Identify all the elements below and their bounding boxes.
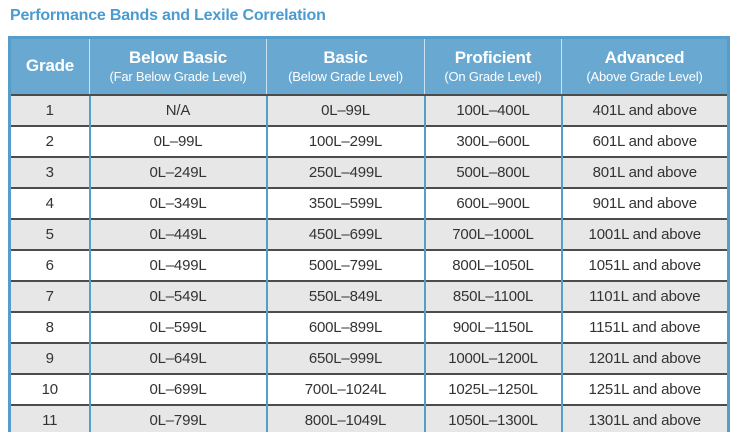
table-row-grade-3: 3 0L–249L 250L–499L 500L–800L 801L and above xyxy=(9,155,729,188)
column-header-label: Proficient xyxy=(454,47,532,67)
grade-cell: 10 xyxy=(9,372,90,405)
lexile-range-cell: 0L–99L xyxy=(265,93,425,126)
lexile-range-cell: 401L and above xyxy=(560,93,729,126)
grade-cell: 9 xyxy=(9,341,90,374)
lexile-range-cell: N/A xyxy=(88,93,267,126)
lexile-range-cell: 1201L and above xyxy=(560,341,729,374)
grade-cell: 11 xyxy=(9,403,90,432)
lexile-range-cell: 0L–449L xyxy=(88,217,267,250)
table-header: Grade Below Basic (Far Below Grade Level) B… xyxy=(9,37,729,95)
lexile-range-cell: 0L–499L xyxy=(88,248,267,281)
lexile-range-cell: 1101L and above xyxy=(560,279,729,312)
lexile-range-cell: 901L and above xyxy=(560,186,729,219)
lexile-range-cell: 250L–499L xyxy=(265,155,425,188)
table-row-grade-5: 5 0L–449L 450L–699L 700L–1000L 1001L and abo… xyxy=(9,217,729,250)
column-header-sublabel: (Below Grade Level) xyxy=(288,69,403,85)
lexile-range-cell: 601L and above xyxy=(560,124,729,157)
table-row-grade-11: 11 0L–799L 800L–1049L 1050L–1300L 1301L and … xyxy=(9,403,729,432)
lexile-range-cell: 300L–600L xyxy=(423,124,562,157)
column-header-label: Advanced xyxy=(604,47,685,67)
lexile-range-cell: 1000L–1200L xyxy=(423,341,562,374)
lexile-range-cell: 700L–1024L xyxy=(265,372,425,405)
lexile-range-cell: 600L–900L xyxy=(423,186,562,219)
lexile-range-cell: 1025L–1250L xyxy=(423,372,562,405)
grade-cell: 3 xyxy=(9,155,90,188)
column-header-below-basic: Below Basic (Far Below Grade Level) xyxy=(89,37,267,95)
lexile-range-cell: 1301L and above xyxy=(560,403,729,432)
column-header-label: Basic xyxy=(323,47,368,67)
grade-cell: 1 xyxy=(9,93,90,126)
lexile-range-cell: 550L–849L xyxy=(265,279,425,312)
grade-cell: 4 xyxy=(9,186,90,219)
column-header-grade: Grade xyxy=(9,37,90,95)
lexile-range-cell: 900L–1150L xyxy=(423,310,562,343)
lexile-range-cell: 0L–99L xyxy=(88,124,267,157)
table-row-grade-4: 4 0L–349L 350L–599L 600L–900L 901L and above xyxy=(9,186,729,219)
lexile-range-cell: 100L–400L xyxy=(423,93,562,126)
lexile-range-cell: 800L–1050L xyxy=(423,248,562,281)
lexile-range-cell: 1050L–1300L xyxy=(423,403,562,432)
column-header-sublabel: (Far Below Grade Level) xyxy=(109,69,247,85)
lexile-range-cell: 1001L and above xyxy=(560,217,729,250)
lexile-range-cell: 800L–1049L xyxy=(265,403,425,432)
lexile-range-cell: 100L–299L xyxy=(265,124,425,157)
lexile-range-cell: 1051L and above xyxy=(560,248,729,281)
lexile-range-cell: 0L–249L xyxy=(88,155,267,188)
lexile-range-cell: 0L–599L xyxy=(88,310,267,343)
lexile-range-cell: 1151L and above xyxy=(560,310,729,343)
column-header-label: Below Basic xyxy=(129,47,227,67)
column-header-label: Grade xyxy=(25,56,75,76)
lexile-range-cell: 0L–699L xyxy=(88,372,267,405)
table-row-grade-10: 10 0L–699L 700L–1024L 1025L–1250L 1251L and … xyxy=(9,372,729,405)
lexile-range-cell: 0L–649L xyxy=(88,341,267,374)
table-row-grade-6: 6 0L–499L 500L–799L 800L–1050L 1051L and abo… xyxy=(9,248,729,281)
lexile-range-cell: 500L–799L xyxy=(265,248,425,281)
grade-cell: 5 xyxy=(9,217,90,250)
lexile-range-cell: 650L–999L xyxy=(265,341,425,374)
lexile-range-cell: 350L–599L xyxy=(265,186,425,219)
table-body: 1 N/A 0L–99L 100L–400L 401L and above 2 0L–99L… xyxy=(9,93,729,432)
grade-cell: 6 xyxy=(9,248,90,281)
lexile-correlation-table: Grade Below Basic (Far Below Grade Level) B… xyxy=(8,36,730,432)
lexile-range-cell: 850L–1100L xyxy=(423,279,562,312)
table-row-grade-9: 9 0L–649L 650L–999L 1000L–1200L 1201L and ab… xyxy=(9,341,729,374)
lexile-range-cell: 0L–349L xyxy=(88,186,267,219)
column-header-basic: Basic (Below Grade Level) xyxy=(266,37,425,95)
column-header-sublabel: (On Grade Level) xyxy=(444,69,542,85)
lexile-range-cell: 1251L and above xyxy=(560,372,729,405)
grade-cell: 2 xyxy=(9,124,90,157)
lexile-range-cell: 0L–549L xyxy=(88,279,267,312)
lexile-range-cell: 600L–899L xyxy=(265,310,425,343)
column-header-proficient: Proficient (On Grade Level) xyxy=(424,37,562,95)
lexile-range-cell: 801L and above xyxy=(560,155,729,188)
header-row: Grade Below Basic (Far Below Grade Level) B… xyxy=(9,37,729,95)
lexile-range-cell: 700L–1000L xyxy=(423,217,562,250)
grade-cell: 8 xyxy=(9,310,90,343)
table-row-grade-1: 1 N/A 0L–99L 100L–400L 401L and above xyxy=(9,93,729,126)
page-title: Performance Bands and Lexile Correlation xyxy=(10,7,326,24)
lexile-range-cell: 500L–800L xyxy=(423,155,562,188)
column-header-advanced: Advanced (Above Grade Level) xyxy=(561,37,729,95)
lexile-range-cell: 0L–799L xyxy=(88,403,267,432)
table-row-grade-7: 7 0L–549L 550L–849L 850L–1100L 1101L and abo… xyxy=(9,279,729,312)
table-row-grade-2: 2 0L–99L 100L–299L 300L–600L 601L and above xyxy=(9,124,729,157)
column-header-sublabel: (Above Grade Level) xyxy=(586,69,703,85)
lexile-range-cell: 450L–699L xyxy=(265,217,425,250)
grade-cell: 7 xyxy=(9,279,90,312)
table-row-grade-8: 8 0L–599L 600L–899L 900L–1150L 1151L and abo… xyxy=(9,310,729,343)
